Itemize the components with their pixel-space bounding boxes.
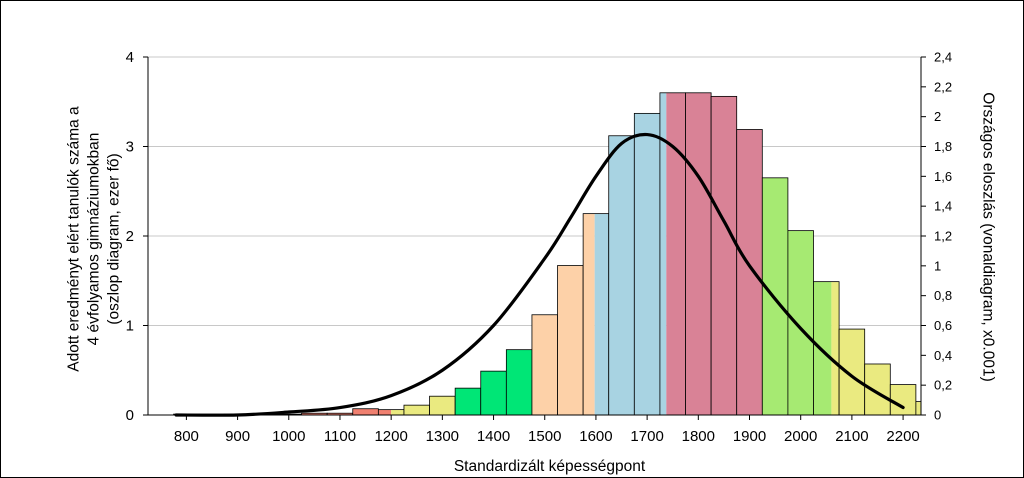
bar-fill-a bbox=[378, 409, 392, 415]
bar-fill bbox=[685, 92, 712, 416]
bar-1300 bbox=[429, 395, 456, 416]
bar-fill bbox=[736, 129, 763, 415]
bar-fill-b bbox=[666, 92, 686, 416]
x-tick-label-1400: 1400 bbox=[477, 428, 510, 445]
bar-1250 bbox=[403, 404, 430, 416]
x-tick-label-1600: 1600 bbox=[579, 428, 612, 445]
bar-fill bbox=[327, 413, 353, 415]
bar-2200 bbox=[889, 384, 917, 416]
left-axis-title-line-2: 4 évfolyamos gimnáziumokban bbox=[85, 133, 102, 346]
bar-1200 bbox=[377, 409, 405, 416]
bar-fill bbox=[634, 113, 660, 415]
bar-2250 bbox=[915, 401, 922, 416]
bar-fill bbox=[557, 265, 584, 415]
right-tick-label-1,6: 1,6 bbox=[934, 169, 952, 184]
bar-fill-b bbox=[391, 409, 404, 415]
bar-fill bbox=[608, 135, 635, 415]
x-tick-label-1900: 1900 bbox=[733, 428, 766, 445]
left-tick-label-3: 3 bbox=[126, 139, 134, 156]
x-tick-label-1100: 1100 bbox=[324, 428, 356, 445]
x-tick-label-2100: 2100 bbox=[835, 428, 868, 445]
bar-fill-b bbox=[831, 281, 840, 415]
bar-2150 bbox=[864, 363, 891, 416]
x-axis-title: Standardizált képességpont bbox=[454, 458, 646, 475]
bar-1350 bbox=[454, 387, 482, 416]
bar-1400 bbox=[480, 370, 507, 416]
bar-fill-a bbox=[813, 281, 832, 415]
tick-labels: 0 1 2 3 4 0 0,2 0,4 0,6 0,8 1 1,2 1,4 1,6 1,8 2 2,2 2,4 80… bbox=[126, 49, 952, 445]
axes-group bbox=[143, 56, 926, 420]
left-tick-label-4: 4 bbox=[126, 49, 134, 66]
bar-2000 bbox=[787, 230, 814, 416]
bar-1450 bbox=[505, 349, 533, 416]
right-tick-label-2,4: 2,4 bbox=[934, 50, 952, 65]
right-axis-title: Országos eloszlás (vonaldiagram, x0.001) bbox=[980, 92, 997, 381]
bar-fill bbox=[787, 230, 814, 415]
bar-2100 bbox=[838, 328, 866, 416]
left-tick-label-1: 1 bbox=[126, 318, 134, 335]
x-tick-label-1000: 1000 bbox=[272, 428, 305, 445]
x-tick-label-2200: 2200 bbox=[886, 428, 919, 445]
right-tick-label-1: 1 bbox=[934, 258, 941, 273]
bar-fill-a bbox=[583, 213, 595, 415]
bar-fill bbox=[455, 388, 481, 415]
bar-fill-a bbox=[659, 92, 667, 416]
right-tick-label-1,4: 1,4 bbox=[934, 199, 952, 214]
bar-fill bbox=[864, 363, 891, 415]
bar-2050 bbox=[813, 281, 840, 416]
bar-1150 bbox=[352, 408, 379, 416]
x-tick-label-1300: 1300 bbox=[426, 428, 459, 445]
x-tick-label-1800: 1800 bbox=[682, 428, 715, 445]
bar-fill bbox=[506, 349, 532, 415]
bar-1850 bbox=[710, 95, 738, 416]
bar-fill bbox=[839, 329, 865, 415]
right-tick-label-0,2: 0,2 bbox=[934, 378, 952, 393]
x-tick-label-1700: 1700 bbox=[630, 428, 663, 445]
bar-fill bbox=[301, 413, 328, 415]
distribution-curve bbox=[174, 132, 905, 417]
left-axis-title-line-3: (oszlop diagram, ezer fő) bbox=[105, 153, 122, 324]
bar-fill-b bbox=[594, 213, 609, 415]
bar-fill bbox=[531, 314, 558, 415]
right-tick-label-1,8: 1,8 bbox=[934, 139, 952, 154]
right-tick-label-0,8: 0,8 bbox=[934, 288, 952, 303]
bar-1900 bbox=[736, 129, 763, 416]
right-tick-label-1,2: 1,2 bbox=[934, 229, 952, 244]
bar-1500 bbox=[531, 314, 558, 416]
bar-1650 bbox=[608, 135, 635, 416]
right-tick-label-0,4: 0,4 bbox=[934, 348, 952, 363]
left-tick-label-2: 2 bbox=[126, 228, 134, 245]
left-axis-title: Adott eredményt elért tanulók száma a 4 … bbox=[65, 106, 122, 372]
left-tick-label-0: 0 bbox=[126, 407, 134, 424]
right-tick-label-0: 0 bbox=[934, 408, 941, 423]
bar-fill bbox=[711, 96, 737, 415]
x-tick-label-1500: 1500 bbox=[528, 428, 561, 445]
bar-fill bbox=[429, 396, 456, 415]
x-tick-label-900: 900 bbox=[225, 428, 250, 445]
bar-fill bbox=[352, 408, 379, 415]
bar-fill bbox=[915, 401, 921, 415]
right-tick-label-2: 2 bbox=[934, 109, 941, 124]
left-axis-title-line-1: Adott eredményt elért tanulók száma a bbox=[65, 106, 82, 372]
bars-group bbox=[173, 92, 922, 416]
bar-1700 bbox=[633, 112, 661, 416]
right-tick-label-2,2: 2,2 bbox=[934, 79, 952, 94]
bar-1800 bbox=[685, 92, 712, 416]
x-tick-label-2000: 2000 bbox=[784, 428, 817, 445]
bar-fill bbox=[762, 177, 788, 415]
bar-fill bbox=[890, 384, 916, 415]
bar-fill bbox=[403, 405, 430, 415]
curve-group bbox=[174, 132, 905, 417]
bar-fill bbox=[480, 371, 507, 415]
right-tick-label-0,6: 0,6 bbox=[934, 318, 952, 333]
bar-1550 bbox=[557, 265, 584, 416]
x-tick-label-800: 800 bbox=[174, 428, 199, 445]
x-tick-label-1200: 1200 bbox=[374, 428, 407, 445]
bar-1950 bbox=[761, 177, 789, 416]
bar-1600 bbox=[582, 213, 610, 416]
